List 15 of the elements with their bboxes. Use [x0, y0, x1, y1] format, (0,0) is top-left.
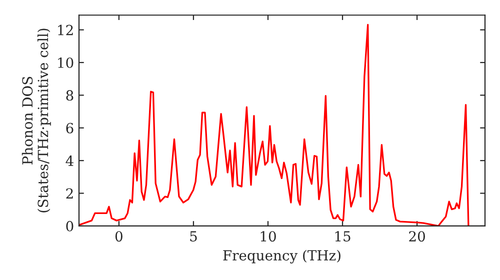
y-tick-label: 10: [58, 57, 74, 68]
line-series: [79, 24, 470, 226]
x-axis-title: Frequency (THz): [223, 250, 340, 264]
x-tick-label: 20: [409, 231, 425, 242]
y-tick-label: 8: [66, 90, 74, 101]
x-tick-label: 0: [115, 231, 122, 242]
x-tick-label: 10: [260, 231, 276, 242]
x-tick-label: 15: [335, 231, 350, 242]
x-tick-label: 5: [190, 231, 197, 242]
y-axis-title: Phonon DOS (States/THz·primitive cell): [22, 28, 51, 212]
y-tick-label: 0: [66, 220, 74, 232]
y-tick-label: 4: [66, 156, 74, 166]
y-tick-label: 2: [66, 188, 73, 199]
y-tick-label: 12: [58, 24, 73, 36]
y-tick-label: 6: [66, 122, 74, 134]
